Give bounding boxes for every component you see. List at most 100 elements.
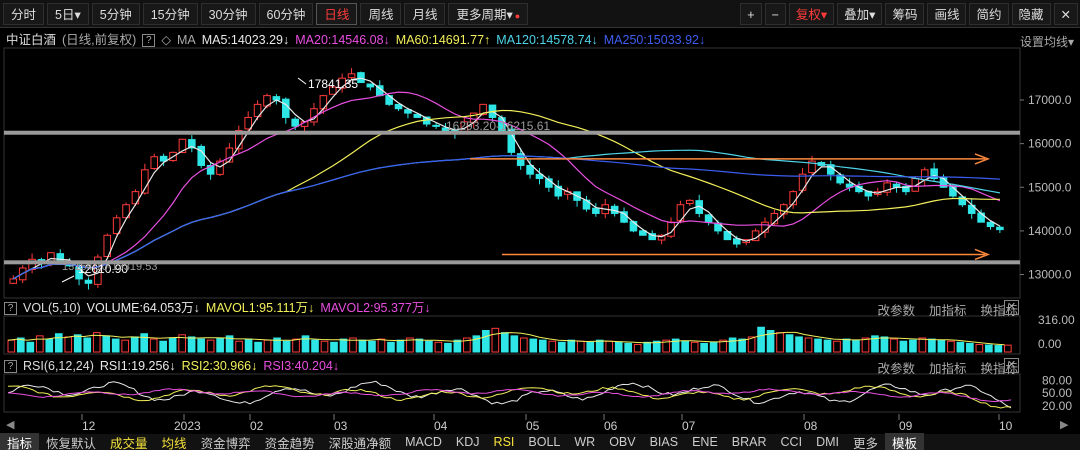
toolbar-button-2[interactable]: 复权▾ <box>788 3 835 25</box>
candle-46 <box>441 127 450 132</box>
indicator-tab-18[interactable]: 更多 <box>852 436 878 450</box>
rsi-help-icon[interactable]: ? <box>4 359 17 373</box>
vol-close-button[interactable]: ✕ <box>1004 300 1019 315</box>
candle-29 <box>281 98 290 118</box>
vol-bar-91 <box>871 335 879 353</box>
ytick-label-1: 16000.0 <box>1028 137 1072 151</box>
indicator-tab-19[interactable]: 模板 <box>885 432 925 450</box>
vol-bar-18 <box>178 334 186 353</box>
toolbar-button-0[interactable]: + <box>740 3 762 25</box>
vol-bar-21 <box>206 339 215 353</box>
ma-line-MA120 <box>13 149 1001 280</box>
help-icon[interactable]: ? <box>142 33 156 47</box>
vol-bar-99 <box>947 340 955 353</box>
period-tab-4[interactable]: 30分钟 <box>200 2 256 25</box>
period-toolbar: 分时 5日▾ 5分钟 15分钟 30分钟 60分钟 日线 周线 月线 更多周期▾ ● + − 复权▾ 叠加… <box>0 0 1080 28</box>
vol-bar-73 <box>700 342 708 353</box>
indicator-tab-0[interactable]: 指标 <box>0 432 40 450</box>
vol-bar-62 <box>595 339 604 353</box>
ma-value-0: MA5:14023.29↓ <box>201 33 290 47</box>
rsi-close-button[interactable]: ✕ <box>1004 358 1019 373</box>
indicator-tab-8[interactable]: KDJ <box>455 435 480 449</box>
rsi-link-1[interactable]: 加指标 <box>928 362 967 376</box>
vol-help-icon[interactable]: ? <box>4 301 17 315</box>
indicator-tab-2[interactable]: 成交量 <box>110 436 148 450</box>
candle-62 <box>592 207 600 214</box>
indicator-tab-7[interactable]: MACD <box>405 435 442 449</box>
period-tab-2[interactable]: 5分钟 <box>91 2 140 25</box>
indicator-tab-5[interactable]: 资金趋势 <box>264 436 315 450</box>
period-tab-7[interactable]: 周线 <box>360 2 402 25</box>
period-tab-1[interactable]: 5日▾ <box>47 2 89 25</box>
candle-74 <box>704 214 713 223</box>
candle-105 <box>996 226 1004 231</box>
toolbar-button-5[interactable]: 画线 <box>927 3 967 25</box>
main-frame <box>3 47 1021 299</box>
ma-line-MA60 <box>13 109 1000 280</box>
mavol-line <box>7 331 1005 346</box>
vol-bar-26 <box>254 341 262 353</box>
indicator-tab-13[interactable]: BIAS <box>649 435 679 449</box>
indicator-tab-14[interactable]: ENE <box>692 435 718 449</box>
vol-bar-80 <box>766 329 775 353</box>
vol-bar-49 <box>472 335 481 353</box>
vol-bar-77 <box>738 338 746 353</box>
indicator-tab-9[interactable]: RSI <box>493 435 515 449</box>
scroll-left-icon: ◀ <box>6 419 15 431</box>
indicator-tab-17[interactable]: DMI <box>816 435 839 449</box>
toolbar-button-8[interactable]: ✕ <box>1053 3 1078 25</box>
indicator-tab-16[interactable]: CCI <box>780 435 803 449</box>
toolbar-button-1[interactable]: − <box>764 3 786 25</box>
candle-22 <box>216 160 224 175</box>
indicator-tab-10[interactable]: BOLL <box>528 435 561 449</box>
ma-settings-button[interactable]: 设置均线▾ <box>1019 35 1074 49</box>
vol-bar-103 <box>985 344 993 353</box>
period-tab-0[interactable]: 分时 <box>3 2 45 25</box>
vol-bar-45 <box>434 341 443 353</box>
indicator-tab-11[interactable]: WR <box>574 435 596 449</box>
period-tab-8[interactable]: 月线 <box>404 2 446 25</box>
settings-icon[interactable]: ◇ <box>161 33 171 47</box>
vol-bar-7 <box>73 334 82 353</box>
toolbar-button-6[interactable]: 简约 <box>969 3 1009 25</box>
vol-bar-88 <box>842 338 851 353</box>
indicator-tab-15[interactable]: BRAR <box>731 435 767 449</box>
indicator-tab-12[interactable]: OBV <box>609 435 636 449</box>
vol-bar-50 <box>482 329 490 353</box>
indicator-tab-6[interactable]: 深股通净额 <box>328 436 392 450</box>
candle-24 <box>235 130 243 150</box>
period-tab-3[interactable]: 15分钟 <box>142 2 198 25</box>
period-tab-6[interactable]: 日线 <box>316 2 358 25</box>
period-tab-9[interactable]: 更多周期▾ ● <box>448 2 529 25</box>
vol-bar-76 <box>728 337 737 353</box>
vol-bar-44 <box>425 340 433 353</box>
vol-link-1[interactable]: 加指标 <box>928 304 967 318</box>
toolbar-button-4[interactable]: 筹码 <box>885 3 925 25</box>
vol-link-0[interactable]: 改参数 <box>877 304 915 318</box>
vol-bar-79 <box>757 326 765 353</box>
rsi-frame <box>3 373 1021 413</box>
indicator-tab-4[interactable]: 资金博弈 <box>200 436 251 450</box>
vol-bar-104 <box>994 345 1003 353</box>
indicator-tab-3[interactable]: 均线 <box>161 436 187 450</box>
vol-bar-89 <box>852 339 860 353</box>
candle-10 <box>103 234 112 257</box>
candle-11 <box>112 217 121 235</box>
vol-bar-57 <box>548 340 557 353</box>
vol-bar-1 <box>16 337 25 353</box>
main-legend: 中证白酒 (日线,前复权) ? ◇ MA MA5:14023.29↓ MA20:1… <box>0 30 711 50</box>
toolbar-button-3[interactable]: 叠加▾ <box>837 3 883 25</box>
indicator-tab-1[interactable]: 恢复默认 <box>46 436 97 450</box>
rsi-link-0[interactable]: 改参数 <box>877 362 915 376</box>
toolbar-button-7[interactable]: 隐藏 <box>1011 3 1051 25</box>
vol-bar-72 <box>690 341 699 353</box>
new-dot-icon: ● <box>514 10 521 21</box>
xtick-label-7: 07 <box>682 419 696 433</box>
vol-bar-95 <box>909 339 917 353</box>
vol-bar-70 <box>671 338 680 353</box>
vol-bar-36 <box>349 337 357 353</box>
vol-bar-30 <box>292 338 300 353</box>
vol-bar-67 <box>643 341 652 353</box>
period-tab-5[interactable]: 60分钟 <box>258 2 314 25</box>
vol-bar-19 <box>187 336 196 353</box>
